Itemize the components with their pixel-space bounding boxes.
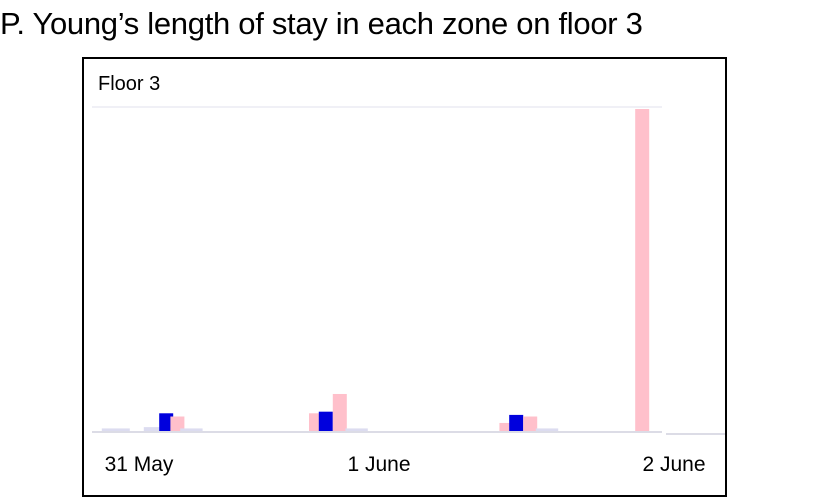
bar-chart (92, 106, 725, 435)
bar-8 (345, 428, 368, 431)
x-tick-label-1: 1 June (347, 453, 411, 476)
bar-6 (318, 411, 333, 431)
bar-9 (499, 422, 511, 431)
bar-3 (170, 416, 185, 431)
x-tick-label-2: 2 June (642, 453, 706, 476)
panel-label: Floor 3 (98, 73, 161, 95)
chart-frame: Floor 3 31 May 1 June 2 June (82, 57, 727, 497)
bar-5 (309, 413, 321, 431)
bar-2 (159, 413, 174, 431)
bar-1 (143, 427, 167, 431)
bar-13 (635, 109, 650, 431)
x-tick-label-0: 31 May (104, 453, 174, 476)
chart-title: P. Young’s length of stay in each zone o… (0, 6, 643, 41)
bar-11 (523, 416, 538, 431)
bar-7 (332, 393, 347, 431)
bar-10 (509, 414, 524, 431)
bar-4 (180, 428, 203, 431)
bar-0 (101, 428, 130, 431)
bar-12 (535, 428, 559, 431)
